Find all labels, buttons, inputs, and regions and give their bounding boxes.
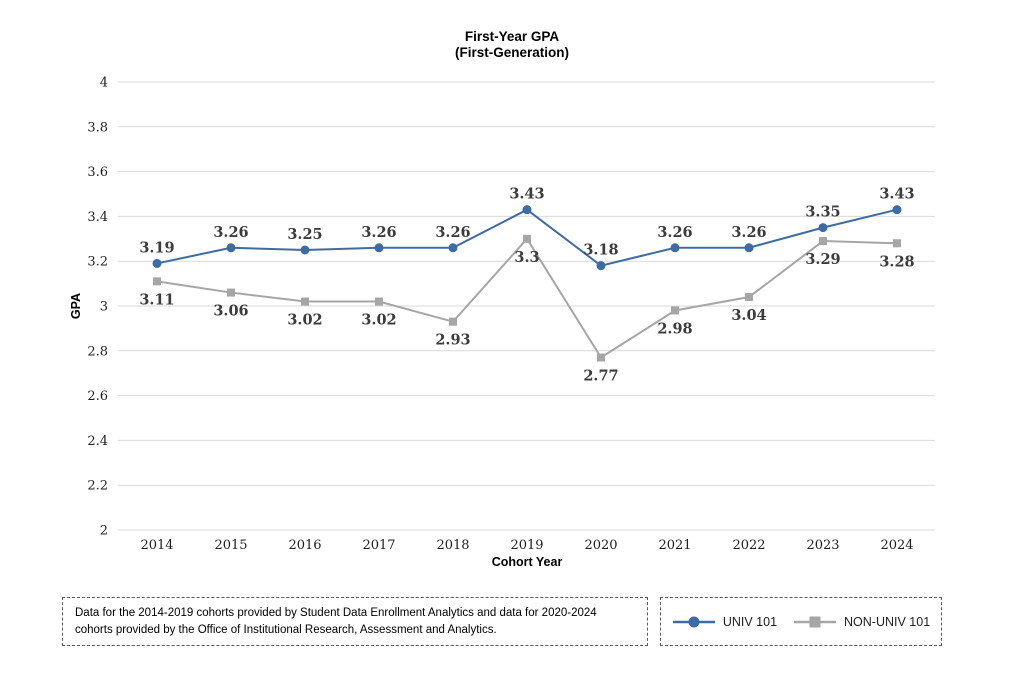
x-axis-tick-label: 2020 (584, 538, 617, 553)
data-label-non-univ-101: 3.02 (287, 312, 322, 329)
data-label-univ-101: 3.26 (213, 224, 248, 241)
x-axis-tick-label: 2024 (880, 538, 913, 553)
footnote-text: Data for the 2014-2019 cohorts provided … (75, 607, 597, 637)
y-axis-tick-label: 3.6 (87, 165, 108, 180)
data-label-non-univ-101: 2.77 (583, 368, 618, 385)
data-label-univ-101: 3.26 (657, 224, 692, 241)
data-point-non-univ-101 (745, 293, 753, 302)
x-axis-tick-label: 2019 (510, 538, 543, 553)
data-point-non-univ-101 (301, 297, 309, 306)
data-label-non-univ-101: 2.93 (435, 332, 470, 349)
data-label-non-univ-101: 3.02 (361, 312, 396, 329)
legend-box: UNIV 101 NON-UNIV 101 (660, 597, 942, 646)
data-point-univ-101 (670, 243, 680, 253)
data-point-non-univ-101 (597, 353, 605, 362)
data-point-univ-101 (152, 258, 162, 268)
legend-item-univ-101: UNIV 101 (672, 615, 777, 629)
data-label-non-univ-101: 3.11 (139, 291, 174, 308)
data-label-univ-101: 3.26 (731, 224, 766, 241)
x-axis-tick-label: 2014 (140, 538, 173, 553)
y-axis-tick-label: 3.8 (87, 120, 108, 135)
data-point-non-univ-101 (893, 239, 901, 248)
y-axis-tick-label: 2 (100, 524, 108, 539)
data-label-univ-101: 3.43 (509, 186, 544, 203)
y-axis-tick-label: 3 (100, 300, 108, 315)
data-label-univ-101: 3.26 (361, 224, 396, 241)
data-label-non-univ-101: 3.28 (879, 253, 914, 270)
data-point-non-univ-101 (153, 277, 161, 286)
y-axis-tick-label: 3.4 (87, 210, 108, 225)
data-point-non-univ-101 (375, 297, 383, 306)
x-axis-tick-label: 2022 (732, 538, 765, 553)
x-axis-tick-label: 2023 (806, 538, 839, 553)
y-axis-tick-label: 2.2 (87, 479, 108, 494)
data-point-non-univ-101 (819, 237, 827, 246)
y-axis-tick-label: 3.2 (87, 255, 108, 270)
y-axis-title: GPA (69, 293, 83, 319)
x-axis-tick-label: 2018 (436, 538, 469, 553)
y-axis-tick-label: 2.6 (87, 389, 108, 404)
data-point-univ-101 (226, 243, 236, 253)
x-axis-tick-label: 2016 (288, 538, 321, 553)
data-label-univ-101: 3.25 (287, 226, 322, 243)
footnote-box: Data for the 2014-2019 cohorts provided … (62, 597, 648, 646)
chart-title: First-Year GPA (First-Generation) (0, 29, 1024, 61)
data-label-non-univ-101: 3.06 (213, 303, 248, 320)
data-label-non-univ-101: 3.3 (514, 249, 539, 266)
data-point-non-univ-101 (449, 317, 457, 326)
legend-label: NON-UNIV 101 (844, 614, 931, 629)
data-point-univ-101 (892, 205, 902, 215)
data-point-univ-101 (448, 243, 458, 253)
x-axis-title: Cohort Year (492, 555, 563, 569)
legend-item-non-univ-101: NON-UNIV 101 (793, 615, 930, 629)
y-axis-tick-label: 2.8 (87, 344, 108, 359)
data-label-univ-101: 3.18 (583, 242, 618, 259)
circle-line-marker-icon (672, 616, 715, 627)
gpa-line-chart: 2 2.2 2.4 2.6 2.8 3 3.2 3.4 3.6 3.8 4 2014 2015 2016 2… (69, 76, 935, 569)
x-axis-tick-label: 2017 (362, 538, 395, 553)
data-point-non-univ-101 (671, 306, 679, 315)
data-label-univ-101: 3.43 (879, 186, 914, 203)
data-label-univ-101: 3.35 (805, 204, 840, 221)
data-label-non-univ-101: 3.29 (805, 251, 840, 268)
data-label-non-univ-101: 3.04 (731, 307, 766, 324)
chart-title-line2: (First-Generation) (454, 45, 569, 60)
y-axis-tick-label: 2.4 (87, 434, 108, 449)
data-point-univ-101 (744, 243, 754, 253)
data-point-univ-101 (522, 205, 532, 215)
data-point-univ-101 (596, 261, 606, 271)
data-point-non-univ-101 (523, 234, 531, 243)
data-point-univ-101 (300, 245, 310, 255)
y-axis-tick-label: 4 (100, 76, 108, 91)
data-label-univ-101: 3.19 (139, 239, 174, 256)
data-label-univ-101: 3.26 (435, 224, 470, 241)
x-axis-tick-label: 2015 (214, 538, 247, 553)
data-point-univ-101 (818, 223, 828, 233)
data-point-non-univ-101 (227, 288, 235, 297)
data-label-non-univ-101: 2.98 (657, 320, 692, 337)
chart-title-line1: First-Year GPA (464, 29, 560, 44)
x-axis-tick-label: 2021 (658, 538, 691, 553)
square-line-marker-icon (794, 616, 837, 627)
legend-label: UNIV 101 (722, 614, 778, 629)
data-point-univ-101 (374, 243, 384, 253)
